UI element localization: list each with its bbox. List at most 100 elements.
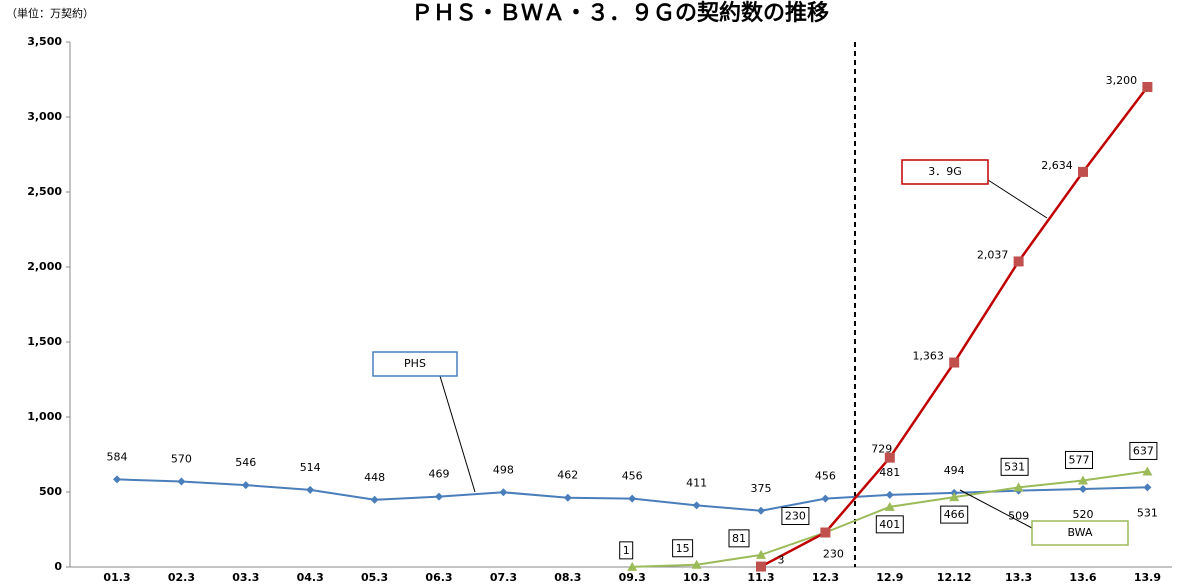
x-tick-label: 08.3 [554,571,581,584]
data-label: 375 [751,482,772,495]
marker [1013,482,1024,492]
legend-box [901,159,989,185]
legend-label: BWA [1068,526,1093,539]
marker [113,475,121,484]
data-label-box [672,539,694,558]
data-label: 462 [557,469,578,482]
data-label: 498 [493,463,514,476]
legend-leader [987,179,1048,219]
legend-box [372,351,458,377]
x-tick-label: 11.3 [747,571,774,584]
data-label-box [875,515,904,534]
data-label: 2,037 [977,248,1009,261]
data-label: 570 [171,453,192,466]
data-label: 469 [429,468,450,481]
marker [563,493,572,502]
marker [306,485,315,494]
marker [241,481,250,490]
data-label: 3 [778,554,785,567]
marker [756,549,766,559]
data-label: 637 [1133,444,1154,457]
y-axis-label: （単位：万契約） [6,6,94,20]
data-label-box [1000,457,1029,476]
x-tick-label: 09.3 [619,571,646,584]
marker [949,357,960,368]
data-label-box [781,507,810,525]
y-tick-label: 0 [54,560,62,573]
data-label: 509 [1008,510,1029,523]
data-label: 577 [1069,453,1090,466]
marker [370,495,379,504]
legend-label: 3．9G [928,165,962,178]
legend-box [1031,520,1129,546]
marker [821,494,830,503]
data-label: 466 [944,508,965,521]
x-tick-label: 07.3 [490,571,517,584]
x-tick-label: 12.12 [937,571,972,584]
data-label: 729 [871,443,892,456]
data-label: 411 [686,476,707,489]
data-label: 514 [300,461,321,474]
marker [1143,483,1152,492]
marker [692,501,701,510]
y-tick-label: 3,500 [27,35,62,48]
y-tick-label: 1,000 [27,410,62,423]
data-label-box [619,541,634,560]
marker [884,452,895,463]
data-label: 584 [107,450,128,463]
legend-leader [439,375,476,493]
data-label: 494 [944,464,965,477]
marker [435,492,443,501]
marker [628,494,637,503]
marker [884,501,895,511]
marker [691,559,702,569]
data-label: 3,200 [1106,74,1138,87]
marker [1142,82,1153,92]
x-tick-label: 01.3 [103,571,130,584]
y-tick-label: 500 [39,485,62,498]
data-label: 448 [364,471,385,484]
x-tick-label: 12.3 [812,571,839,584]
legend-leader [959,489,1033,529]
data-label: 1 [623,544,630,557]
x-tick-label: 02.3 [168,571,195,584]
data-label: 2,634 [1041,159,1073,172]
x-tick-label: 04.3 [297,571,324,584]
chart-title: ＰＨＳ・ＢＷＡ・３．９Ｇの契約数の推移 [411,0,829,26]
data-label: 481 [879,466,900,479]
data-label: 520 [1073,508,1094,521]
marker [1078,166,1088,177]
marker [1142,466,1153,476]
marker [949,492,960,502]
data-label: 531 [1137,506,1158,519]
data-label-box [1129,441,1158,460]
data-label: 15 [676,542,690,555]
y-tick-label: 2,500 [27,185,62,198]
legend-label: PHS [404,357,426,370]
data-label-box [940,505,969,524]
x-tick-label: 13.9 [1134,571,1161,584]
data-label: 81 [732,532,746,545]
y-tick-label: 3,000 [27,110,62,123]
x-tick-label: 03.3 [232,571,259,584]
marker [820,527,831,538]
marker [756,561,766,572]
marker [1013,256,1024,267]
data-label-box [1065,450,1093,469]
marker [1078,475,1088,485]
data-label: 401 [879,518,900,531]
y-tick-label: 2,000 [27,260,62,273]
marker [499,488,508,497]
marker [177,477,186,486]
x-tick-label: 12.9 [876,571,903,584]
marker [627,561,638,571]
data-label: 230 [823,548,844,561]
data-label-box [728,529,750,548]
x-tick-label: 05.3 [361,571,388,584]
marker [757,506,765,515]
data-label: 230 [785,510,806,523]
data-label: 456 [815,470,836,483]
data-label: 1,363 [912,350,944,363]
x-tick-label: 06.3 [425,571,452,584]
